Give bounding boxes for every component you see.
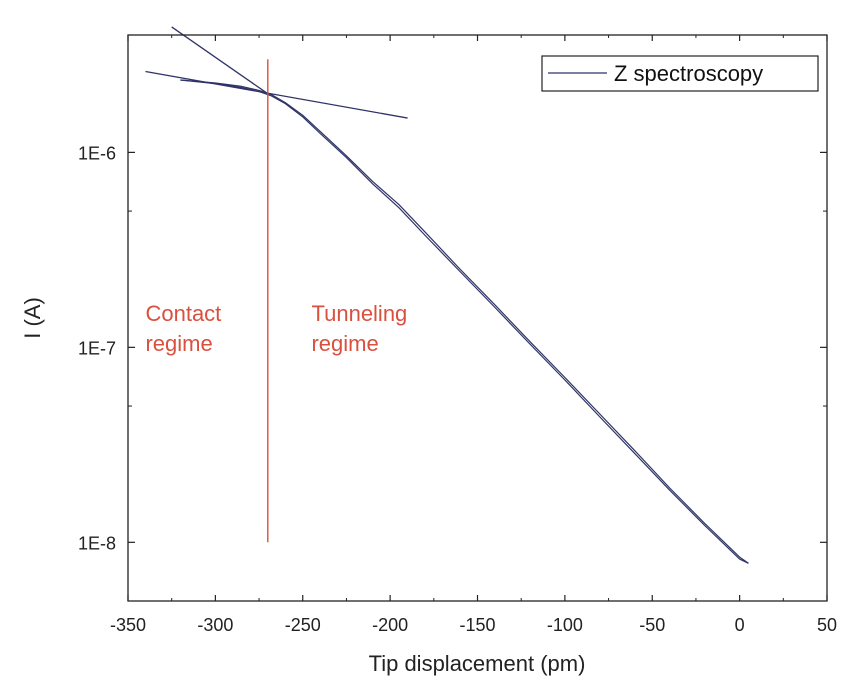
x-tick-label: -300 (197, 615, 233, 635)
fit-line-1 (171, 26, 269, 95)
series-line-1 (180, 79, 749, 564)
plot-frame (127, 34, 828, 602)
annotation-text-0: Contact (145, 301, 221, 326)
y-tick-label: 1E-7 (78, 338, 116, 358)
annotation-text-0: regime (145, 331, 212, 356)
x-tick-label: -350 (110, 615, 146, 635)
legend: Z spectroscopy (541, 55, 819, 92)
x-tick-label: -150 (459, 615, 495, 635)
y-tick-label: 1E-6 (78, 143, 116, 163)
x-tick-label: 50 (817, 615, 837, 635)
y-tick-label: 1E-8 (78, 533, 116, 553)
annotation-text-1: regime (311, 331, 378, 356)
plot-layer (145, 26, 749, 564)
series-line-0 (180, 79, 749, 564)
x-axis-title: Tip displacement (pm) (369, 651, 586, 676)
x-tick-label: -100 (547, 615, 583, 635)
y-axis-title: I (A) (20, 297, 45, 339)
fit-line-0 (145, 70, 408, 119)
x-tick-label: -50 (639, 615, 665, 635)
x-tick-label: 0 (735, 615, 745, 635)
ticks-layer (127, 35, 828, 602)
annotations-layer: Contact regime Tunneling regime (145, 301, 407, 356)
tick-labels-layer: -350 -300 -250 -200 -150 -100 -50 0 50 1E-8 1E-7 1E… (78, 143, 837, 635)
x-tick-label: -250 (285, 615, 321, 635)
x-tick-label: -200 (372, 615, 408, 635)
annotation-text-1: Tunneling (311, 301, 407, 326)
legend-label: Z spectroscopy (614, 61, 763, 86)
